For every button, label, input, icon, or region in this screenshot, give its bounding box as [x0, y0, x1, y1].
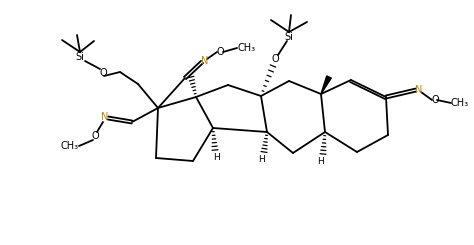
Text: H: H	[259, 155, 265, 163]
Text: Si: Si	[75, 52, 84, 62]
Text: N: N	[415, 85, 423, 95]
Text: O: O	[271, 54, 279, 64]
Text: O: O	[99, 68, 107, 78]
Text: H: H	[318, 157, 324, 166]
Text: O: O	[431, 95, 439, 105]
Text: O: O	[216, 47, 224, 57]
Text: CH₃: CH₃	[61, 141, 79, 151]
Text: H: H	[214, 152, 220, 161]
Text: Si: Si	[284, 32, 293, 42]
Text: CH₃: CH₃	[451, 98, 469, 108]
Polygon shape	[321, 76, 331, 94]
Text: CH₃: CH₃	[238, 43, 256, 53]
Text: N: N	[101, 112, 109, 122]
Text: O: O	[91, 131, 99, 141]
Text: N: N	[201, 56, 209, 66]
